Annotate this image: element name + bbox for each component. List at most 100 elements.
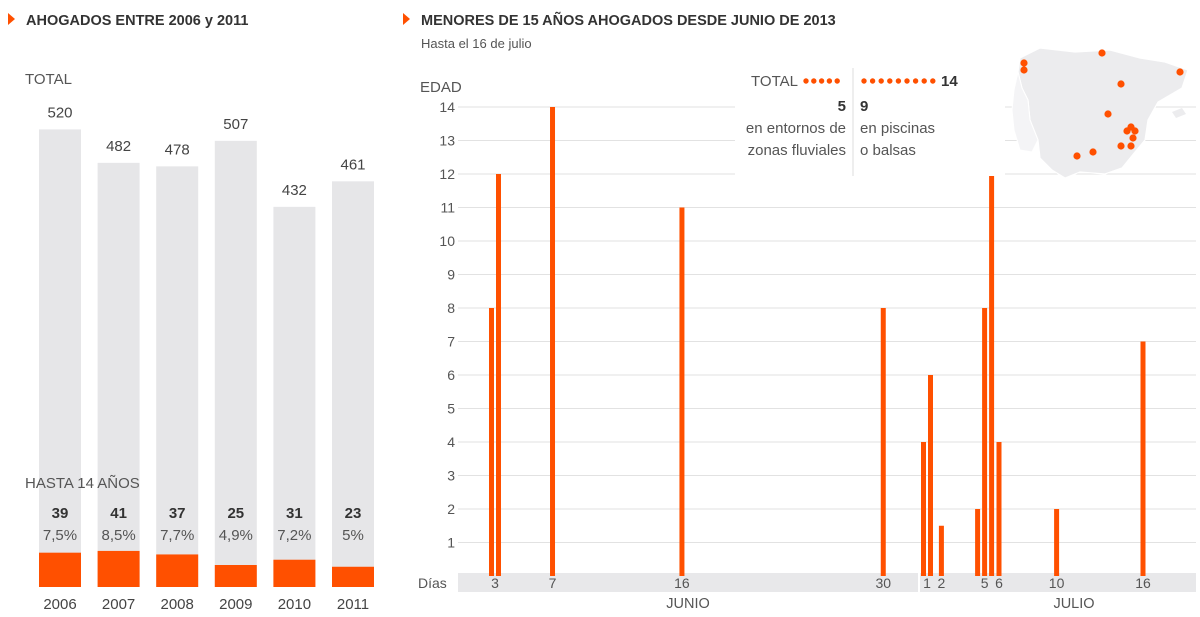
age-bar — [938, 525, 944, 576]
y-tick-label: 12 — [439, 166, 455, 182]
left-title: AHOGADOS ENTRE 2006 y 2011 — [26, 13, 248, 29]
x-axis-band-junio — [458, 573, 918, 592]
total-bar — [97, 162, 140, 587]
legend-dot — [895, 78, 902, 84]
y-tick-label: 1 — [447, 535, 455, 551]
left-title-marker-icon — [8, 13, 15, 25]
age-bar — [989, 174, 995, 576]
legend-line1-pool: en piscinas — [860, 120, 935, 137]
map-dot — [1123, 127, 1131, 135]
y-tick-label: 11 — [440, 200, 455, 216]
spain-map-shape — [1017, 47, 1189, 179]
minor-bar — [273, 559, 316, 587]
age-bar — [1054, 509, 1060, 576]
day-tick-label: 1 — [923, 575, 931, 591]
age-bar — [550, 107, 556, 576]
percent-label: 7,5% — [43, 527, 77, 544]
map-dot — [1089, 148, 1097, 156]
legend-dots-fluvial — [803, 78, 840, 84]
percent-label: 4,9% — [219, 527, 253, 544]
year-label: 2010 — [278, 596, 311, 613]
percent-label: 7,2% — [277, 527, 311, 544]
x-axis-band-julio — [920, 573, 1196, 592]
right-bar-chart — [489, 107, 1146, 576]
legend-dots-pool — [861, 78, 936, 84]
total-value-label: 461 — [340, 156, 365, 173]
legend-dot — [904, 78, 910, 84]
y-tick-label: 6 — [447, 367, 455, 383]
y-tick-label: 4 — [447, 434, 455, 450]
total-bar — [214, 140, 257, 587]
legend-background — [735, 66, 1005, 176]
map-dot — [1127, 142, 1135, 150]
y-tick-label: 7 — [447, 334, 455, 350]
map-dot — [1176, 68, 1184, 76]
y-tick-label: 9 — [447, 267, 455, 283]
right-title-marker-icon — [403, 13, 410, 25]
minor-bar — [156, 554, 199, 587]
y-tick-label: 10 — [439, 233, 455, 249]
legend-dot — [803, 78, 809, 84]
legend: TOTAL 14 5 en entornos de zonas fluviale… — [735, 66, 1005, 176]
minor-bar — [97, 550, 140, 587]
map-dot — [1073, 152, 1081, 160]
spain-map — [1011, 47, 1189, 179]
legend-count-fluvial: 5 — [838, 98, 846, 115]
day-tick-label: 30 — [875, 575, 891, 591]
minor-bar — [332, 566, 374, 587]
minor-value-label: 23 — [345, 505, 362, 522]
legend-dot — [861, 78, 867, 84]
age-bar — [921, 442, 926, 576]
y-tick-label: 2 — [447, 501, 455, 517]
year-label: 2006 — [43, 596, 76, 613]
legend-dot — [811, 78, 817, 84]
total-value-label: 432 — [282, 182, 307, 199]
legend-line2-pool: o balsas — [860, 142, 916, 159]
legend-dot — [930, 78, 936, 84]
total-bar — [273, 206, 316, 587]
map-dot — [1098, 49, 1106, 57]
total-value-label: 520 — [47, 104, 72, 121]
minor-value-label: 37 — [169, 505, 186, 522]
y-tick-label: 14 — [439, 99, 455, 115]
minor-value-label: 39 — [52, 505, 69, 522]
map-location-dots — [1020, 49, 1184, 160]
legend-total-value: 14 — [941, 73, 958, 90]
legend-dot — [878, 78, 884, 84]
minor-value-label: 25 — [227, 505, 244, 522]
y-tick-label: 13 — [439, 133, 455, 149]
age-bar — [1140, 341, 1146, 576]
y-axis-label: EDAD — [420, 79, 462, 96]
map-dot — [1020, 59, 1028, 67]
x-axis-label: Días — [418, 575, 447, 591]
age-bar — [880, 308, 886, 576]
map-dot — [1129, 134, 1137, 142]
age-bar — [996, 442, 1002, 576]
total-bar — [332, 181, 374, 587]
day-tick-label: 16 — [674, 575, 690, 591]
legend-dot — [921, 78, 927, 84]
minor-label: HASTA 14 AÑOS — [25, 475, 140, 492]
legend-line2-fluvial: zonas fluviales — [748, 142, 846, 159]
map-dot — [1131, 127, 1139, 135]
y-tick-label: 8 — [447, 300, 455, 316]
day-tick-label: 16 — [1135, 575, 1151, 591]
age-bar — [975, 509, 981, 576]
right-panel: MENORES DE 15 AÑOS AHOGADOS DESDE JUNIO … — [403, 11, 1196, 612]
minor-bar — [214, 565, 257, 587]
map-dot — [1117, 142, 1125, 150]
percent-label: 7,7% — [160, 527, 194, 544]
month-label-julio: JULIO — [1053, 596, 1094, 612]
year-label: 2008 — [161, 596, 194, 613]
legend-dot — [826, 78, 833, 84]
total-value-label: 507 — [223, 116, 248, 133]
right-subtitle: Hasta el 16 de julio — [421, 36, 532, 51]
total-bar — [156, 166, 199, 588]
legend-dot — [834, 78, 840, 84]
right-title: MENORES DE 15 AÑOS AHOGADOS DESDE JUNIO … — [421, 11, 836, 29]
day-tick-label: 10 — [1049, 575, 1065, 591]
y-tick-label: 3 — [447, 468, 455, 484]
day-tick-label: 6 — [995, 575, 1003, 591]
percent-label: 8,5% — [101, 527, 135, 544]
left-panel: AHOGADOS ENTRE 2006 y 2011 TOTAL 520 39 7,… — [8, 13, 374, 613]
